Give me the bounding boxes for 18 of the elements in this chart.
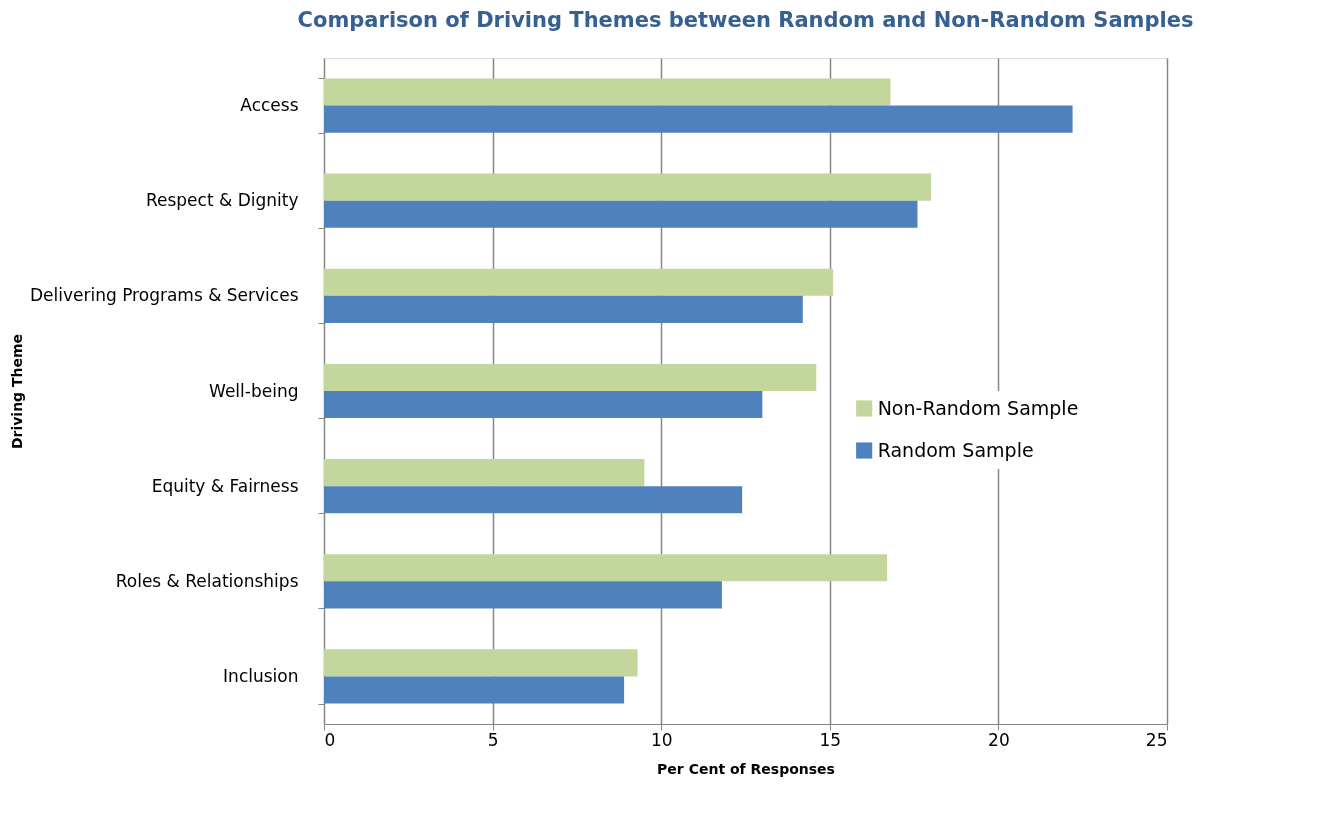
y-tick-label: Access: [240, 95, 299, 116]
y-tick-label: Respect & Dignity: [145, 190, 299, 211]
x-tick-label: 5: [487, 729, 499, 750]
legend-label: Non-Random Sample: [877, 396, 1079, 419]
legend-label: Random Sample: [877, 438, 1034, 461]
x-tick-label: 10: [650, 729, 673, 750]
x-tick-label: 15: [819, 729, 842, 750]
y-tick-label: Well-being: [209, 380, 299, 401]
chart-title: Comparison of Driving Themes between Random and Non-Random Samples: [297, 8, 1194, 32]
y-tick-label: Roles & Relationships: [115, 570, 299, 591]
y-axis-title: Driving Theme: [8, 333, 25, 450]
x-tick-label: 0: [324, 729, 336, 750]
x-axis-title: Per Cent of Responses: [657, 760, 835, 777]
x-tick-label: 20: [988, 729, 1010, 750]
y-tick-label: Delivering Programs & Services: [29, 285, 299, 306]
y-tick-label: Equity & Fairness: [151, 475, 299, 496]
x-tick-label: 25: [1145, 729, 1168, 750]
y-tick-label: Inclusion: [223, 665, 299, 686]
